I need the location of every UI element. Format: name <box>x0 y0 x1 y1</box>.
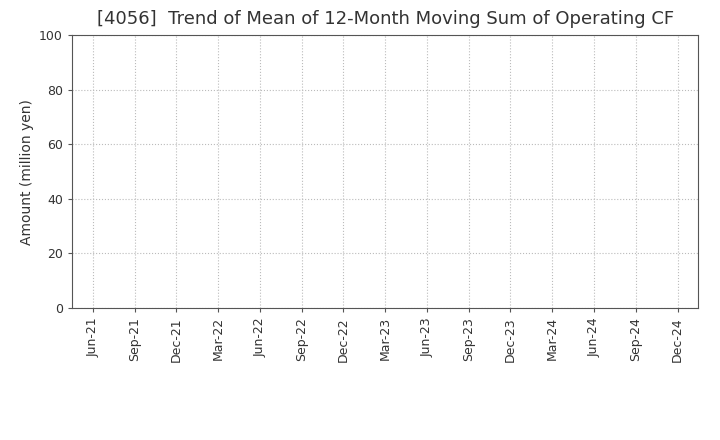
Title: [4056]  Trend of Mean of 12-Month Moving Sum of Operating CF: [4056] Trend of Mean of 12-Month Moving … <box>96 10 674 28</box>
Y-axis label: Amount (million yen): Amount (million yen) <box>19 99 34 245</box>
Legend: 3 Years, 5 Years, 7 Years, 10 Years: 3 Years, 5 Years, 7 Years, 10 Years <box>170 434 600 440</box>
